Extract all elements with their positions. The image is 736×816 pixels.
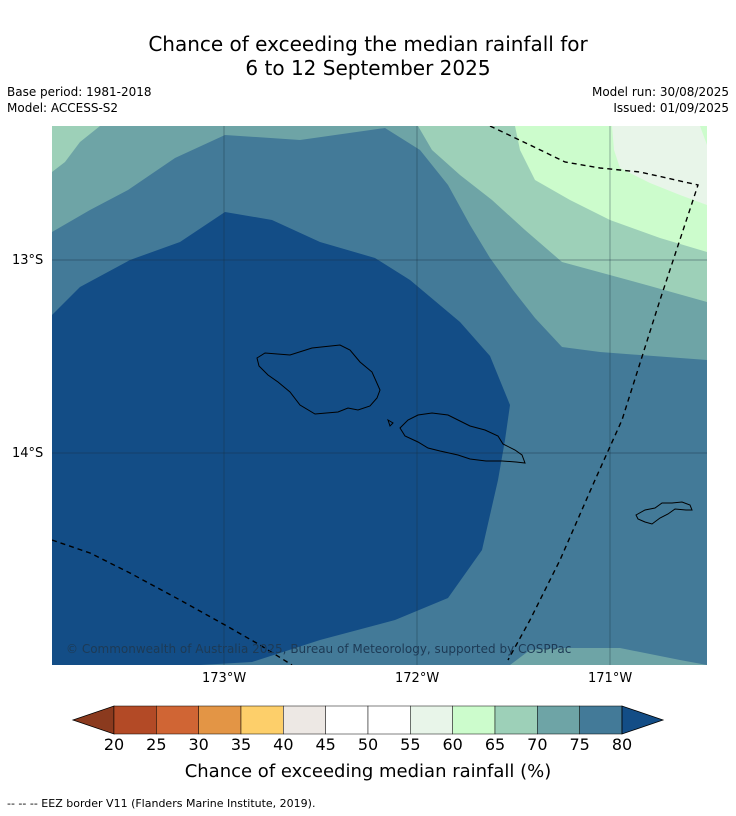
- colorbar-tick-label: 70: [527, 735, 548, 754]
- colorbar-tick-label: 60: [442, 735, 463, 754]
- colorbar-cell: [198, 705, 242, 735]
- colorbar-tick-label: 20: [103, 735, 125, 754]
- colorbar-cell: [283, 705, 326, 735]
- model-name: Model: ACCESS-S2: [7, 101, 119, 115]
- island-upolu: [399, 412, 526, 464]
- chart-title-line2: 6 to 12 September 2025: [245, 56, 491, 80]
- map-band-70-75-bottom: [510, 648, 707, 665]
- colorbar-tick-label: 55: [400, 735, 421, 754]
- eez-border-north: [489, 126, 699, 661]
- colorbar-cell: [410, 705, 453, 735]
- colorbar-extend-low: [71, 705, 115, 735]
- colorbar-cell: [156, 705, 199, 735]
- graticule: [52, 126, 707, 665]
- map-band-55-60: [612, 126, 707, 205]
- colorbar-cell: [452, 705, 496, 735]
- chart-title-line1: Chance of exceeding the median rainfall …: [148, 32, 588, 56]
- colorbar-tick-label: 80: [611, 735, 633, 754]
- colorbar-tick-label: 50: [357, 735, 379, 754]
- colorbar-cell: [537, 705, 580, 735]
- colorbar-tick-label: 75: [569, 735, 590, 754]
- colorbar-tick-label: 25: [146, 735, 167, 754]
- eez-borders: [52, 126, 699, 665]
- colorbar-cell: [494, 705, 538, 735]
- colorbar-tick-label: 40: [273, 735, 294, 754]
- lat-label-13s: 13°S: [12, 253, 44, 268]
- colorbar-tick-label: 30: [188, 735, 209, 754]
- island-manono: [387, 418, 394, 427]
- forecast-map: © Commonwealth of Australia 2025, Bureau…: [52, 126, 707, 665]
- colorbar-tick-label: 45: [315, 735, 336, 754]
- lon-label-172w: 172°W: [395, 671, 440, 686]
- issued-date: Issued: 01/09/2025: [613, 101, 729, 115]
- colorbar-label: Chance of exceeding median rainfall (%): [184, 761, 552, 782]
- lon-label-173w: 173°W: [202, 671, 247, 686]
- colorbar-tick-label: 35: [230, 735, 252, 754]
- colorbar-cell: [113, 705, 157, 735]
- colorbar-cell: [367, 705, 411, 735]
- island-tutuila: [635, 501, 693, 525]
- colorbar: [71, 705, 665, 735]
- map-svg: © Commonwealth of Australia 2025, Bureau…: [52, 126, 707, 665]
- colorbar-cell: [325, 705, 369, 735]
- colorbar-extend-high: [621, 705, 665, 735]
- colorbar-tick-label: 65: [484, 735, 506, 754]
- lon-label-171w: 171°W: [588, 671, 633, 686]
- eez-footnote: -- -- -- EEZ border V11 (Flanders Marine…: [7, 797, 316, 810]
- base-period: Base period: 1981-2018: [7, 85, 152, 99]
- lat-label-14s: 14°S: [12, 446, 44, 461]
- colorbar-cell: [240, 705, 284, 735]
- colorbar-cell: [579, 705, 623, 735]
- island-savaii: [256, 344, 381, 415]
- copyright-text: © Commonwealth of Australia 2025, Bureau…: [66, 642, 571, 656]
- model-run: Model run: 30/08/2025: [591, 85, 729, 99]
- eez-border-southwest: [52, 539, 293, 665]
- map-band-80-plus: [52, 212, 510, 665]
- islands: [256, 344, 693, 525]
